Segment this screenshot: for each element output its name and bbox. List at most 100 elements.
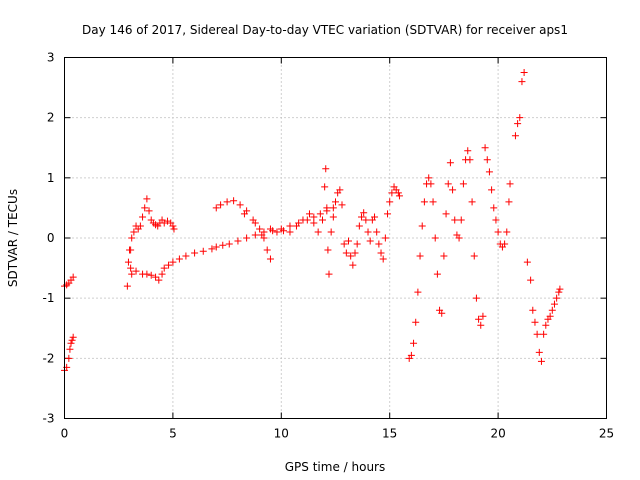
data-point — [329, 204, 337, 212]
data-point — [69, 333, 77, 341]
data-point — [152, 273, 160, 281]
data-point — [503, 228, 511, 236]
data-point — [123, 282, 131, 290]
data-point — [531, 318, 539, 326]
data-point — [442, 210, 450, 218]
data-point — [340, 240, 348, 248]
data-point — [533, 330, 541, 338]
data-point — [169, 222, 177, 230]
data-point — [505, 198, 513, 206]
y-tick-label: 2 — [47, 111, 55, 125]
series-hump-7-9 — [212, 197, 274, 263]
data-point — [381, 234, 389, 242]
data-point — [316, 210, 324, 218]
data-point — [353, 240, 361, 248]
data-point — [236, 201, 244, 209]
data-point — [540, 330, 548, 338]
series-lower-branch — [123, 204, 337, 290]
data-point — [518, 78, 526, 86]
x-tick-label: 25 — [599, 427, 614, 441]
data-point — [362, 216, 370, 224]
data-point — [68, 336, 76, 344]
data-point — [225, 240, 233, 248]
data-point — [251, 231, 259, 239]
data-point — [130, 228, 138, 236]
data-point — [170, 225, 178, 233]
data-point — [199, 247, 207, 255]
data-point — [488, 186, 496, 194]
data-point — [490, 204, 498, 212]
data-point — [147, 271, 155, 279]
data-point — [349, 261, 357, 269]
data-point — [323, 204, 331, 212]
x-tick-label: 15 — [382, 427, 397, 441]
grid-lines — [64, 57, 607, 419]
plot-frame — [64, 57, 607, 419]
data-point — [212, 243, 220, 251]
data-point — [279, 227, 287, 235]
data-point — [321, 183, 329, 191]
data-point — [523, 258, 531, 266]
data-point — [371, 213, 379, 221]
data-point — [429, 198, 437, 206]
data-point — [440, 252, 448, 260]
data-point — [314, 228, 322, 236]
data-point — [483, 156, 491, 164]
data-point — [299, 216, 307, 224]
data-point — [459, 180, 467, 188]
data-point — [322, 165, 330, 173]
data-point — [470, 252, 478, 260]
data-point — [511, 132, 519, 140]
data-point — [165, 261, 173, 269]
data-point — [527, 276, 535, 284]
data-point — [310, 219, 318, 227]
data-point — [446, 159, 454, 167]
data-point — [358, 213, 366, 221]
data-point — [263, 246, 271, 254]
data-point — [160, 264, 168, 272]
data-point — [548, 306, 556, 314]
data-point — [366, 237, 374, 245]
data-point — [124, 258, 132, 266]
data-point — [240, 210, 248, 218]
y-tick-label: 1 — [47, 171, 55, 185]
data-point — [416, 252, 424, 260]
series-mid-variations — [266, 165, 403, 278]
x-tick-label: 5 — [169, 427, 177, 441]
data-point — [182, 252, 190, 260]
data-point — [67, 339, 75, 347]
data-point — [191, 249, 199, 257]
data-point — [223, 198, 231, 206]
data-point — [494, 228, 502, 236]
x-tick-label: 0 — [61, 427, 69, 441]
data-point — [158, 270, 166, 278]
data-point — [342, 249, 350, 257]
data-point — [431, 234, 439, 242]
data-point — [65, 354, 73, 362]
data-point — [143, 195, 151, 203]
data-point — [375, 240, 383, 248]
data-point — [514, 120, 522, 128]
data-point — [438, 309, 446, 317]
data-point — [141, 204, 149, 212]
data-point — [127, 246, 135, 254]
data-point — [336, 186, 344, 194]
data-point — [529, 306, 537, 314]
data-point — [338, 201, 346, 209]
data-point — [169, 258, 177, 266]
data-point — [449, 186, 457, 194]
chart-title: Day 146 of 2017, Sidereal Day-to-day VTE… — [82, 23, 568, 37]
data-point — [373, 228, 381, 236]
data-point — [155, 276, 163, 284]
data-point — [481, 144, 489, 152]
data-point — [427, 180, 435, 188]
data-point — [546, 312, 554, 320]
data-point — [327, 228, 335, 236]
data-points — [61, 69, 564, 374]
data-point — [414, 288, 422, 296]
data-point — [553, 294, 561, 302]
data-point — [219, 241, 227, 249]
data-point — [410, 339, 418, 347]
